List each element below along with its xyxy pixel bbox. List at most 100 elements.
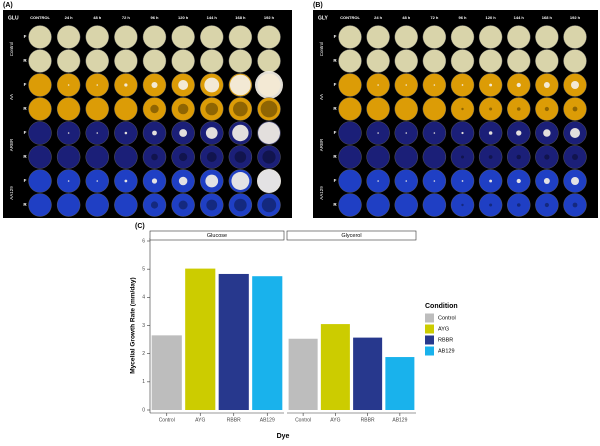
legend-label: AB129 xyxy=(438,348,455,354)
column-label: 24 h xyxy=(65,15,74,20)
colony-reverse xyxy=(262,150,276,164)
corner-label: GLY xyxy=(318,15,328,21)
legend-swatch xyxy=(425,313,434,323)
plate xyxy=(85,49,109,73)
plate xyxy=(338,49,362,73)
plate xyxy=(535,145,559,169)
plate xyxy=(114,25,138,49)
plate xyxy=(228,97,253,121)
column-label: 168 h xyxy=(542,15,553,20)
mycelium xyxy=(96,84,99,86)
mycelium xyxy=(205,127,218,139)
column-label: 192 h xyxy=(264,15,275,20)
plate xyxy=(422,49,447,73)
mycelium xyxy=(489,83,493,87)
plate xyxy=(394,49,418,73)
mycelium xyxy=(231,172,250,190)
facet-label: Glucose xyxy=(207,233,227,239)
legend-title: Condition xyxy=(425,303,458,310)
legend-swatch xyxy=(425,346,434,356)
colony-reverse xyxy=(234,151,247,163)
plate xyxy=(257,97,281,121)
plate xyxy=(228,25,253,49)
x-tick-label: Control xyxy=(295,417,311,423)
plate xyxy=(28,73,52,97)
colony-reverse xyxy=(151,153,158,161)
mycelium xyxy=(124,179,128,183)
mycelium xyxy=(67,180,70,182)
mycelium xyxy=(96,180,99,182)
plate xyxy=(142,49,167,73)
y-tick-label: 6 xyxy=(142,238,145,244)
colony-reverse xyxy=(150,201,159,209)
bar xyxy=(252,276,283,410)
mycelium xyxy=(571,81,579,89)
plate xyxy=(114,193,138,217)
colony-reverse xyxy=(234,198,247,212)
x-tick-label: AB129 xyxy=(260,417,275,423)
plate xyxy=(366,193,390,217)
plate xyxy=(563,193,587,217)
row-group-label: ARBR xyxy=(9,138,14,151)
plate xyxy=(507,49,531,73)
plate xyxy=(56,193,81,217)
mycelium xyxy=(151,178,158,184)
plate xyxy=(171,193,195,217)
plate xyxy=(450,97,475,121)
y-tick-label: 1 xyxy=(142,379,145,385)
plate xyxy=(257,193,281,217)
colony-reverse xyxy=(516,154,521,160)
plate xyxy=(142,25,167,49)
plate xyxy=(507,97,531,121)
plate xyxy=(563,145,587,169)
plate xyxy=(200,25,224,49)
x-tick-label: AYG xyxy=(330,417,340,423)
plate xyxy=(394,97,418,121)
row-side-label: F xyxy=(24,34,27,39)
colony-reverse xyxy=(572,202,578,208)
bar xyxy=(353,337,383,410)
plate xyxy=(142,145,167,169)
plate xyxy=(56,25,81,49)
plate xyxy=(535,193,559,217)
row-side-label: F xyxy=(334,34,337,39)
colony-reverse xyxy=(544,202,549,208)
row-side-label: R xyxy=(333,154,337,159)
colony-reverse xyxy=(178,200,188,210)
mycelium xyxy=(152,130,157,136)
plate xyxy=(56,97,81,121)
bar xyxy=(151,335,182,410)
mycelium xyxy=(405,84,408,86)
row-side-label: R xyxy=(23,58,27,63)
column-label: 192 h xyxy=(570,15,581,20)
colony-reverse xyxy=(206,199,218,211)
plate xyxy=(366,49,390,73)
bar xyxy=(218,273,249,410)
plate xyxy=(257,25,281,49)
colony-reverse xyxy=(572,154,578,160)
x-tick-label: RBBR xyxy=(361,417,375,423)
plate xyxy=(507,25,531,49)
column-label: 96 h xyxy=(458,15,467,20)
row-side-label: F xyxy=(334,82,337,87)
row-group-label: AA xyxy=(319,94,324,100)
plate xyxy=(28,169,52,193)
colony-reverse xyxy=(261,197,277,213)
row-side-label: R xyxy=(333,58,337,63)
row-group-label: Control xyxy=(9,42,14,57)
colony-reverse xyxy=(179,152,188,162)
plate xyxy=(478,145,503,169)
plate xyxy=(114,145,138,169)
plate xyxy=(422,193,447,217)
mycelium xyxy=(543,178,550,184)
plate xyxy=(28,121,52,145)
plate xyxy=(28,49,52,73)
column-label: CONTROL xyxy=(340,15,360,20)
plate xyxy=(563,97,587,121)
plate xyxy=(114,97,138,121)
plate xyxy=(478,193,503,217)
plate xyxy=(366,25,390,49)
mycelium xyxy=(461,84,464,86)
plate xyxy=(85,97,109,121)
plate xyxy=(563,49,587,73)
